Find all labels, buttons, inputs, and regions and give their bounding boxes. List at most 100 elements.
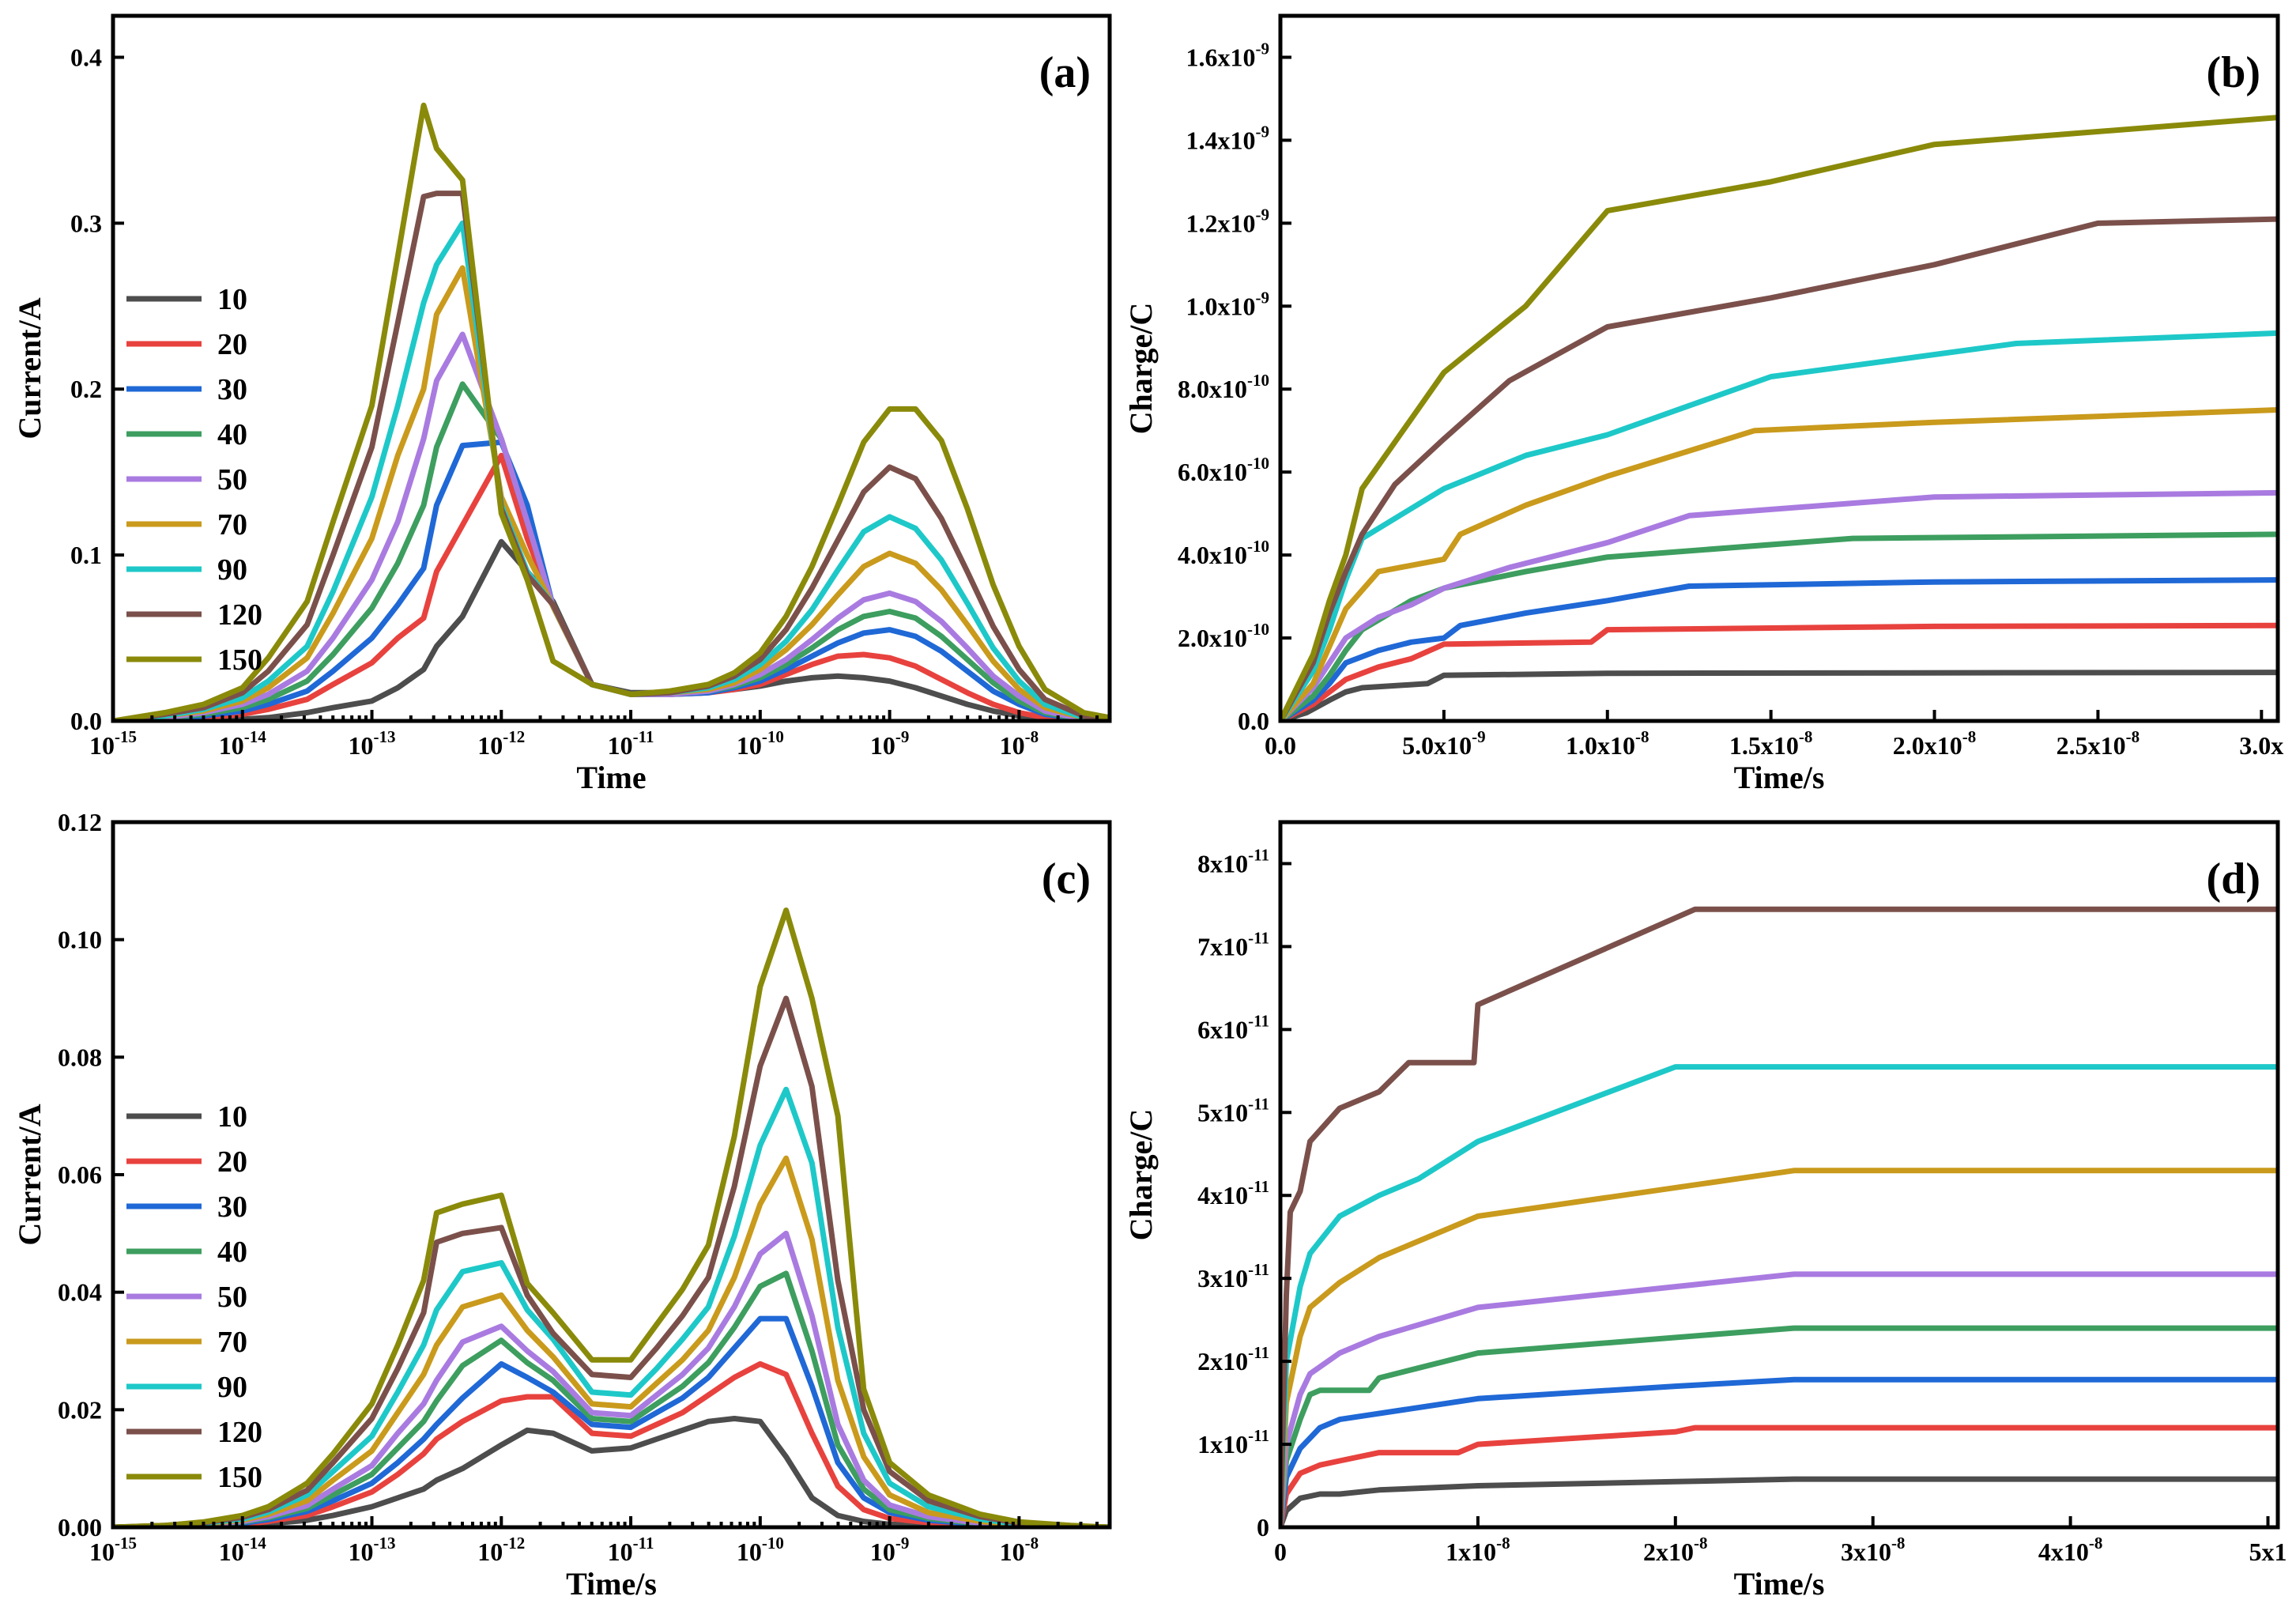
- y-tick-label: 0.0: [1238, 707, 1269, 735]
- series-line-30: [1280, 577, 2278, 721]
- series-line-50: [1280, 489, 2278, 721]
- legend: 10 20 30 40 50 70 90 120 150: [126, 283, 262, 677]
- series-line-50: [113, 1230, 1110, 1527]
- x-tick-label: 2x10-8: [1643, 1534, 1708, 1566]
- panel-a: 10-15 10-14 10-13 10-12 10-11 10-10 10-9 10-8 0.…: [12, 13, 1112, 795]
- legend-label-50: 50: [217, 463, 247, 496]
- y-tick-label: 0.08: [58, 1043, 102, 1071]
- y-axis-label: Charge/C: [1123, 1109, 1159, 1241]
- x-tick-label: 10-13: [349, 727, 396, 760]
- series-line-150: [1280, 115, 2278, 721]
- legend-label-30: 30: [217, 373, 247, 406]
- legend-label-40: 40: [217, 1236, 247, 1269]
- series-line-40: [113, 1270, 1110, 1527]
- x-tick-label: 0.0: [1265, 731, 1296, 760]
- x-tick-label: 10-8: [1000, 727, 1039, 760]
- panel-label: (d): [2207, 855, 2260, 904]
- y-tick-label: 8.0x10-10: [1178, 371, 1269, 403]
- panel-label: (b): [2207, 48, 2260, 97]
- y-tick-label: 0: [1257, 1513, 1269, 1541]
- x-tick-label: 10-14: [219, 1534, 266, 1566]
- y-axis-label: Current/A: [12, 297, 47, 439]
- x-tick-label: 1.5x10-8: [1729, 727, 1813, 760]
- series-line-40: [1280, 1325, 2278, 1527]
- y-tick-label: 3x10-11: [1197, 1260, 1269, 1292]
- y-tick-label: 0.2: [70, 375, 102, 403]
- legend-label-70: 70: [217, 1326, 247, 1359]
- series-group: [113, 907, 1110, 1527]
- series-line-150: [113, 102, 1110, 721]
- x-tick-label: 3x10-8: [1841, 1534, 1906, 1566]
- y-tick-label: 2.0x10-10: [1178, 620, 1269, 652]
- legend-label-20: 20: [217, 328, 247, 361]
- y-tick-label: 1.0x10-9: [1186, 288, 1270, 320]
- series-line-20: [113, 1360, 1110, 1527]
- series-line-10: [113, 1416, 1110, 1527]
- y-tick-label: 0.10: [58, 926, 102, 954]
- x-tick-label: 10-10: [737, 1534, 784, 1566]
- x-tick-label: 2.5x10-8: [2057, 727, 2140, 760]
- y-axis-label: Charge/C: [1123, 303, 1159, 435]
- series-group: [113, 102, 1110, 721]
- x-axis-label: Time/s: [1734, 1566, 1825, 1602]
- y-tick-label: 1x10-11: [1197, 1426, 1269, 1458]
- panel-label: (c): [1042, 855, 1091, 904]
- x-tick-label: 10-8: [1000, 1534, 1039, 1566]
- x-tick-label: 5x1: [2249, 1538, 2287, 1566]
- legend-label-150: 150: [217, 643, 262, 677]
- x-tick-label: 2.0x10-8: [1893, 727, 1977, 760]
- series-line-120: [113, 995, 1110, 1527]
- series-line-70: [1280, 407, 2278, 721]
- x-tick-label: 10-11: [608, 1534, 654, 1566]
- y-tick-label: 6x10-11: [1197, 1011, 1269, 1043]
- y-tick-label: 1.6x10-9: [1186, 39, 1270, 71]
- series-line-20: [1280, 622, 2278, 721]
- x-axis-label: Time/s: [1734, 760, 1825, 795]
- x-tick-label: 10-10: [737, 727, 784, 760]
- y-axis-label: Current/A: [12, 1104, 47, 1245]
- panel-d: 0 1x10-8 2x10-8 3x10-8 4x10-8 5x1 0 1x10-11 2x10…: [1123, 820, 2287, 1602]
- legend-label-90: 90: [217, 553, 247, 587]
- x-axis-label: Time: [576, 760, 646, 795]
- x-tick-label: 5.0x10-9: [1402, 727, 1486, 760]
- legend-label-70: 70: [217, 508, 247, 541]
- legend-label-40: 40: [217, 418, 247, 451]
- y-tick-label: 5x10-11: [1197, 1094, 1269, 1126]
- y-tick-label: 0.06: [58, 1160, 102, 1189]
- x-tick-label: 10-13: [349, 1534, 396, 1566]
- x-tick-label: 10-12: [477, 1534, 525, 1566]
- series-line-90: [113, 1086, 1110, 1527]
- y-tick-label: 4.0x10-10: [1178, 537, 1269, 569]
- x-tick-label: 1x10-8: [1446, 1534, 1510, 1566]
- series-line-10: [1280, 1476, 2278, 1527]
- y-tick-label: 8x10-11: [1197, 845, 1269, 877]
- x-tick-label: 0: [1274, 1538, 1287, 1566]
- panel-b: 0.0 5.0x10-9 1.0x10-8 1.5x10-8 2.0x10-8 2.5x1…: [1123, 13, 2283, 795]
- y-tick-label: 0.00: [58, 1513, 102, 1541]
- x-tick-label: 4x10-8: [2038, 1534, 2103, 1566]
- y-tick-label: 0.02: [58, 1395, 102, 1424]
- series-group: [1280, 115, 2278, 721]
- series-line-70: [1280, 1168, 2278, 1527]
- legend-label-120: 120: [217, 598, 262, 632]
- x-tick-label: 10-9: [870, 1534, 910, 1566]
- plot-frame: [1278, 13, 2280, 723]
- legend: 10 20 30 40 50 70 90 120 150: [126, 1100, 262, 1494]
- series-line-40: [1280, 531, 2278, 721]
- legend-label-90: 90: [217, 1371, 247, 1404]
- x-tick-label: 10-15: [89, 1534, 137, 1566]
- y-tick-label: 0.4: [70, 43, 102, 71]
- x-tick-label: 3.0x: [2239, 731, 2283, 760]
- series-line-90: [1280, 1064, 2278, 1527]
- legend-label-20: 20: [217, 1145, 247, 1179]
- x-tick-label: 10-15: [89, 727, 137, 760]
- x-axis-label: Time/s: [566, 1566, 657, 1602]
- y-tick-label: 6.0x10-10: [1178, 454, 1269, 486]
- y-tick-label: 0.1: [70, 541, 102, 569]
- y-tick-label: 2x10-11: [1197, 1343, 1269, 1375]
- x-tick-label: 10-11: [608, 727, 654, 760]
- legend-label-30: 30: [217, 1190, 247, 1224]
- series-group: [1280, 906, 2278, 1527]
- series-line-120: [1280, 906, 2278, 1527]
